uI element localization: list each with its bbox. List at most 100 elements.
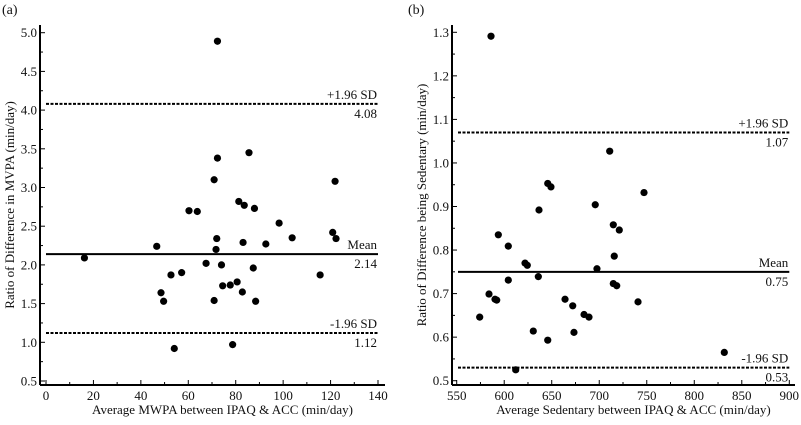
y-tick-label: 1.5 bbox=[21, 296, 37, 311]
data-point bbox=[219, 282, 227, 290]
data-point bbox=[609, 221, 617, 229]
x-tick-label: 100 bbox=[273, 388, 293, 403]
y-tick-label: 0.6 bbox=[433, 330, 450, 345]
data-point bbox=[640, 188, 648, 197]
data-point bbox=[512, 366, 520, 374]
data-point bbox=[275, 219, 283, 227]
y-tick-label: 0.7 bbox=[433, 286, 450, 301]
x-tick-label: 650 bbox=[542, 388, 562, 403]
data-point bbox=[210, 176, 218, 184]
data-point bbox=[610, 252, 618, 260]
data-point bbox=[250, 204, 259, 212]
data-point bbox=[239, 238, 247, 247]
data-point bbox=[288, 234, 296, 242]
data-point bbox=[476, 313, 484, 321]
y-tick-label: 1.3 bbox=[433, 25, 449, 40]
lower-loa-value-label: 1.12 bbox=[354, 335, 377, 350]
mean-value-label: 0.75 bbox=[766, 274, 789, 289]
data-point bbox=[202, 259, 210, 267]
data-point bbox=[235, 197, 243, 206]
x-axis-title: Average Sedentary between IPAQ & ACC (mi… bbox=[496, 402, 770, 417]
y-tick-label: 5.0 bbox=[21, 25, 37, 40]
lower-loa-value-label: 0.53 bbox=[766, 370, 789, 385]
data-point bbox=[238, 288, 246, 296]
data-point bbox=[585, 313, 593, 321]
y-tick-label: 0.5 bbox=[21, 374, 37, 389]
y-tick-label: 1.1 bbox=[433, 112, 449, 127]
data-point bbox=[504, 242, 512, 250]
data-point bbox=[529, 327, 537, 335]
data-point bbox=[606, 147, 614, 155]
y-tick-label: 0.9 bbox=[433, 199, 449, 214]
panel-label: (a) bbox=[2, 3, 18, 18]
x-tick-label: 60 bbox=[182, 388, 195, 403]
data-point bbox=[591, 201, 599, 209]
data-point bbox=[212, 245, 220, 254]
data-point bbox=[217, 261, 226, 269]
x-tick-label: 0 bbox=[43, 388, 50, 403]
y-tick-label: 1.0 bbox=[21, 335, 37, 350]
data-point bbox=[634, 298, 642, 306]
data-point bbox=[561, 295, 569, 303]
x-tick-label: 20 bbox=[87, 388, 100, 403]
chart-panel-a: (a) 0.5 1.0 1.5 2.0 2.5 3.0 3.5 4.0 4.5 5.0 0 20 40 60… bbox=[2, 3, 388, 417]
data-point bbox=[185, 207, 193, 215]
data-point bbox=[570, 328, 578, 336]
data-point bbox=[485, 290, 493, 298]
data-point bbox=[493, 296, 501, 304]
data-point bbox=[547, 183, 555, 191]
y-tick-label: 3.5 bbox=[21, 141, 37, 156]
data-point bbox=[157, 289, 165, 297]
x-tick-label: 600 bbox=[494, 388, 514, 403]
data-point bbox=[170, 344, 178, 353]
lower-loa-label: -1.96 SD bbox=[741, 351, 788, 366]
mean-label: Mean bbox=[347, 237, 377, 252]
lower-loa-label: -1.96 SD bbox=[330, 316, 377, 331]
x-tick-label: 80 bbox=[229, 388, 242, 403]
data-point bbox=[487, 32, 495, 40]
y-tick-label: 4.0 bbox=[21, 103, 37, 118]
data-point bbox=[240, 201, 248, 209]
y-axis-title: Ratio of Difference being Sedentary (min… bbox=[414, 84, 429, 327]
x-tick-label: 750 bbox=[637, 388, 657, 403]
data-point bbox=[593, 265, 601, 273]
data-point bbox=[316, 271, 324, 279]
data-point bbox=[178, 269, 186, 277]
y-tick-label: 2.0 bbox=[21, 257, 37, 272]
data-point bbox=[720, 348, 728, 356]
y-tick-label: 4.5 bbox=[21, 64, 37, 79]
data-point bbox=[329, 228, 337, 236]
x-tick-label: 140 bbox=[368, 388, 388, 403]
upper-loa-label: +1.96 SD bbox=[327, 87, 377, 102]
data-point bbox=[331, 177, 339, 185]
data-point bbox=[252, 297, 260, 305]
data-point bbox=[569, 302, 577, 310]
upper-loa-value-label: 4.08 bbox=[354, 106, 377, 121]
data-point bbox=[534, 273, 542, 281]
data-point bbox=[249, 264, 257, 272]
data-point bbox=[213, 234, 221, 243]
y-tick-label: 2.5 bbox=[21, 219, 37, 234]
data-point bbox=[613, 282, 621, 290]
mean-label: Mean bbox=[759, 255, 789, 270]
data-point bbox=[332, 234, 340, 243]
data-point bbox=[167, 271, 175, 279]
data-point bbox=[523, 261, 531, 269]
mean-value-label: 2.14 bbox=[354, 256, 377, 271]
upper-loa-value-label: 1.07 bbox=[766, 134, 789, 149]
data-point bbox=[535, 206, 543, 214]
y-tick-label: 3.0 bbox=[21, 180, 37, 195]
y-tick-label: 1.0 bbox=[433, 155, 449, 170]
x-axis-title: Average MWPA between IPAQ & ACC (min/day… bbox=[92, 402, 353, 417]
data-point bbox=[80, 254, 89, 262]
y-tick-label: 0.5 bbox=[433, 373, 449, 388]
panel-label: (b) bbox=[408, 3, 425, 18]
upper-loa-label: +1.96 SD bbox=[738, 115, 788, 130]
data-point bbox=[494, 231, 502, 239]
x-tick-label: 700 bbox=[589, 388, 609, 403]
data-point bbox=[544, 336, 552, 344]
y-tick-label: 0.8 bbox=[433, 243, 449, 258]
x-tick-label: 900 bbox=[780, 388, 800, 403]
data-point bbox=[213, 37, 222, 45]
